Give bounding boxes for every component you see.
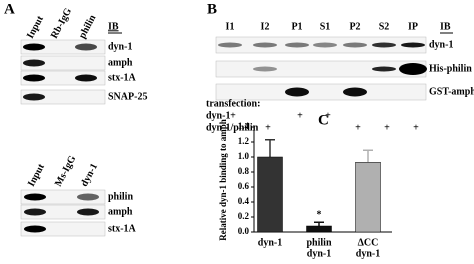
plus-mark: + [384, 122, 390, 133]
plus-mark: + [265, 122, 271, 133]
row-label: amph [108, 206, 133, 217]
plus-mark: + [297, 110, 303, 121]
condition-label: dyn-1 [206, 110, 230, 121]
y-tick-label: 1.4 [238, 121, 250, 131]
blot-band [23, 59, 45, 67]
blot-strip [20, 55, 106, 71]
blot-strip [215, 83, 427, 101]
blot-band [23, 43, 45, 51]
y-tick-label: 0.6 [238, 181, 250, 191]
blot-band [253, 66, 277, 72]
lane-label: Input [25, 14, 46, 41]
y-tick-label: 0.8 [238, 166, 250, 176]
blot-band [75, 43, 97, 51]
x-tick-label: dyn-1 [356, 248, 380, 259]
blot-band [313, 42, 337, 48]
lane-label: S2 [379, 21, 390, 32]
lane-label: IP [408, 21, 418, 32]
blot-band [343, 87, 367, 97]
row-label: stx-1A [108, 72, 137, 83]
x-tick-label: dyn-1 [307, 248, 331, 259]
lane-label: I2 [261, 21, 270, 32]
x-tick-label: dyn-1 [258, 237, 282, 248]
lane-label: S1 [320, 21, 331, 32]
blot-band [23, 93, 45, 101]
condition-label: dyn-1/philin [206, 122, 259, 133]
row-label: philin [108, 191, 133, 202]
row-label: dyn-1 [429, 39, 453, 50]
plus-mark: + [325, 110, 331, 121]
row-label: GST-amph [429, 86, 474, 97]
blot-band [24, 208, 46, 216]
blot-strip [20, 89, 106, 105]
bar [306, 225, 332, 233]
x-tick-label: philin [306, 237, 331, 248]
lane-label: I1 [226, 21, 235, 32]
lane-label: P2 [349, 21, 360, 32]
row-label: amph [108, 57, 133, 68]
row-label: dyn-1 [108, 41, 132, 52]
blot-band [77, 208, 99, 216]
plus-mark: + [355, 122, 361, 133]
annotation: * [317, 210, 322, 221]
blot-band [285, 42, 309, 48]
y-tick-label: 1.2 [238, 136, 250, 146]
blot-strip [20, 70, 106, 86]
panel-letter: A [4, 1, 15, 17]
blot-band [75, 74, 97, 82]
lane-label: Input [26, 162, 47, 189]
blot-strip [20, 204, 106, 220]
y-tick-label: 0.0 [238, 226, 250, 236]
lane-label: Rb-IgG [49, 6, 74, 40]
row-label: His-philin [429, 63, 472, 74]
blot-band [372, 42, 396, 48]
x-tick-label: ΔCC [358, 237, 379, 248]
blot-strip [215, 36, 427, 54]
lane-label: dyn-1 [79, 162, 100, 189]
blot-band [401, 42, 425, 48]
panel-letter: B [207, 1, 217, 17]
blot-band [372, 66, 396, 72]
y-tick-label: 0.4 [238, 196, 250, 206]
lane-label: P1 [291, 21, 302, 32]
blot-band [77, 193, 99, 201]
blot-band [343, 42, 367, 48]
blot-band [399, 63, 427, 75]
blot-band [285, 87, 309, 97]
row-label: stx-1A [108, 223, 137, 234]
blot-strip [20, 221, 106, 237]
y-tick-label: 0.2 [238, 211, 250, 221]
plus-mark: + [230, 110, 236, 121]
bar [355, 162, 381, 233]
panel-letter: C [318, 112, 329, 128]
blot-band [24, 193, 46, 201]
y-tick-label: 1.0 [238, 151, 250, 161]
transfection-label: transfection: [206, 98, 260, 109]
lane-label: philin [77, 13, 99, 41]
blot-strip [20, 39, 106, 55]
lane-label: Ms-IgG [53, 154, 78, 189]
blot-band [23, 74, 45, 82]
blot-band [253, 42, 277, 48]
blot-band [218, 42, 242, 48]
bar [257, 156, 283, 233]
y-axis-label: Relative dyn-1 binding to amph [218, 119, 228, 241]
ib-label: IB [440, 21, 451, 32]
row-label: SNAP-25 [108, 91, 147, 102]
blot-band [24, 225, 46, 233]
plus-mark: + [413, 122, 419, 133]
blot-strip [20, 189, 106, 205]
ib-label: IB [108, 21, 119, 32]
